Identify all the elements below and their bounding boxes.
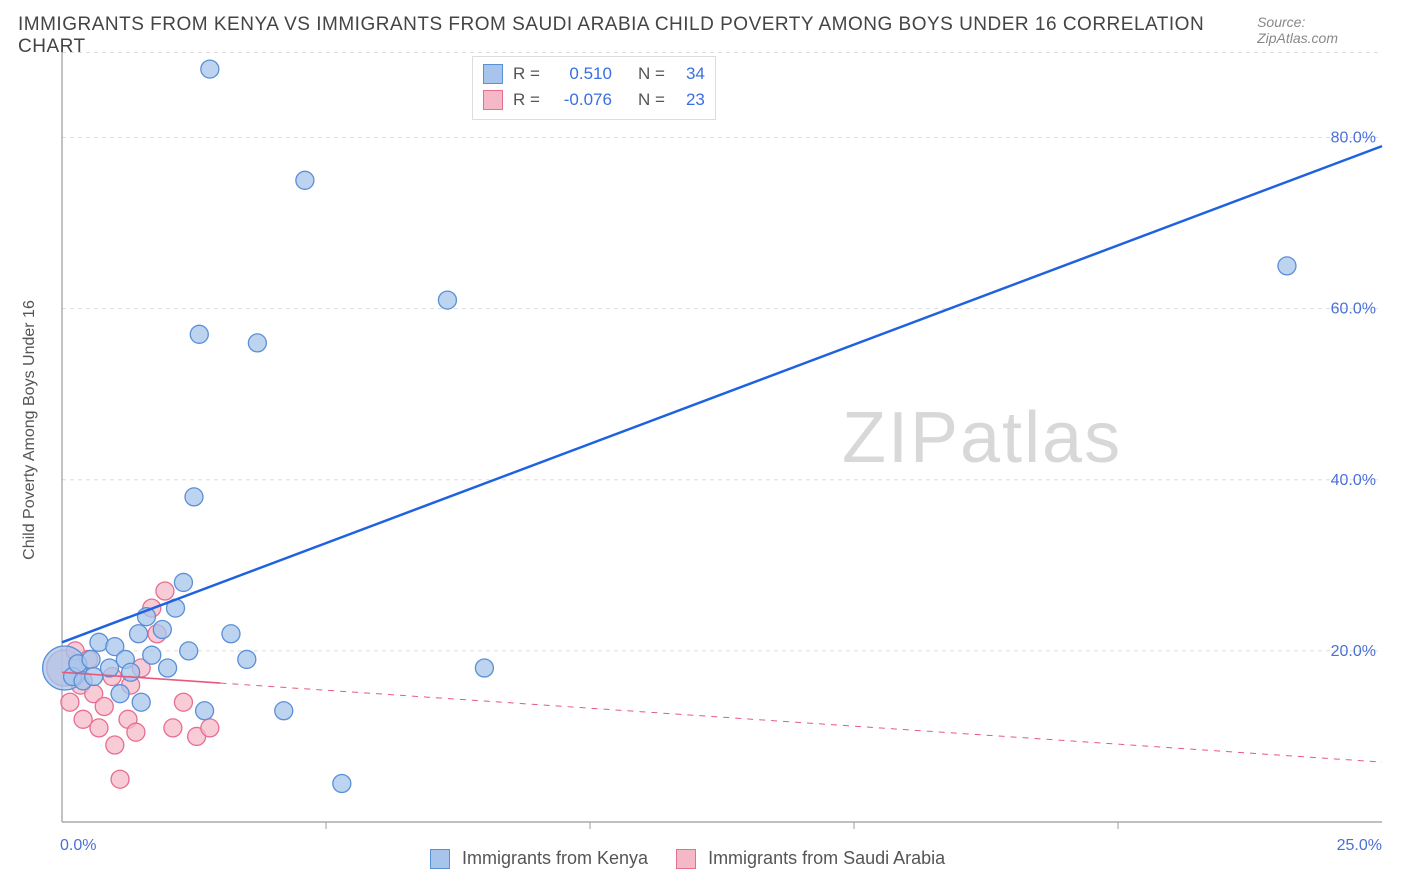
data-point-kenya	[153, 621, 171, 639]
x-tick-label: 25.0%	[1337, 837, 1382, 854]
data-point-kenya	[333, 775, 351, 793]
data-point-saudi	[174, 693, 192, 711]
bottom-legend: Immigrants from Kenya Immigrants from Sau…	[430, 848, 945, 869]
data-point-kenya	[248, 334, 266, 352]
data-point-kenya	[190, 325, 208, 343]
data-point-kenya	[1278, 257, 1296, 275]
swatch-kenya	[483, 64, 503, 84]
data-point-kenya	[222, 625, 240, 643]
n-value-saudi: 23	[671, 87, 705, 113]
y-tick-label: 80.0%	[1331, 130, 1376, 147]
data-point-kenya	[90, 633, 108, 651]
data-point-kenya	[132, 693, 150, 711]
data-point-saudi	[106, 736, 124, 754]
data-point-saudi	[201, 719, 219, 737]
data-point-saudi	[61, 693, 79, 711]
correlation-stats-box: R =0.510 N =34 R =-0.076 N =23	[472, 56, 716, 120]
legend-swatch-kenya	[430, 849, 450, 869]
data-point-kenya	[111, 685, 129, 703]
y-tick-label: 60.0%	[1331, 301, 1376, 318]
r-value-kenya: 0.510	[546, 61, 612, 87]
data-point-kenya	[238, 650, 256, 668]
data-point-kenya	[185, 488, 203, 506]
plot-area: 20.0%40.0%60.0%80.0%0.0%25.0% ZIPatlas R…	[62, 52, 1382, 822]
data-point-kenya	[275, 702, 293, 720]
legend-label-saudi: Immigrants from Saudi Arabia	[708, 848, 945, 869]
regression-line-dash-saudi	[220, 683, 1382, 762]
legend-label-kenya: Immigrants from Kenya	[462, 848, 648, 869]
data-point-kenya	[143, 646, 161, 664]
data-point-kenya	[174, 573, 192, 591]
n-value-kenya: 34	[671, 61, 705, 87]
data-point-saudi	[127, 723, 145, 741]
data-point-kenya	[196, 702, 214, 720]
data-point-kenya	[201, 60, 219, 78]
data-point-kenya	[475, 659, 493, 677]
data-point-saudi	[111, 770, 129, 788]
stat-row-kenya: R =0.510 N =34	[483, 61, 705, 87]
n-label: N =	[638, 61, 665, 87]
r-value-saudi: -0.076	[546, 87, 612, 113]
data-point-kenya	[85, 668, 103, 686]
y-tick-label: 20.0%	[1331, 643, 1376, 660]
legend-item-saudi: Immigrants from Saudi Arabia	[676, 848, 945, 869]
source-label: Source:	[1257, 14, 1305, 30]
source-value: ZipAtlas.com	[1257, 30, 1338, 46]
data-point-kenya	[122, 663, 140, 681]
y-tick-label: 40.0%	[1331, 472, 1376, 489]
data-point-saudi	[95, 698, 113, 716]
data-point-kenya	[296, 171, 314, 189]
data-point-kenya	[438, 291, 456, 309]
r-label: R =	[513, 87, 540, 113]
y-axis-label: Child Poverty Among Boys Under 16	[21, 300, 39, 560]
r-label: R =	[513, 61, 540, 87]
data-point-saudi	[164, 719, 182, 737]
data-point-kenya	[159, 659, 177, 677]
data-point-kenya	[180, 642, 198, 660]
chart-svg: 20.0% 40.0% 60.0% 80.0% 0.0% 25.0%	[62, 52, 1382, 862]
data-point-saudi	[156, 582, 174, 600]
source-attribution: Source: ZipAtlas.com	[1257, 14, 1388, 46]
legend-swatch-saudi	[676, 849, 696, 869]
regression-line-kenya	[62, 146, 1382, 642]
stat-row-saudi: R =-0.076 N =23	[483, 87, 705, 113]
legend-item-kenya: Immigrants from Kenya	[430, 848, 648, 869]
x-tick-label: 0.0%	[60, 837, 96, 854]
data-point-saudi	[90, 719, 108, 737]
data-point-kenya	[130, 625, 148, 643]
data-point-saudi	[74, 710, 92, 728]
n-label: N =	[638, 87, 665, 113]
swatch-saudi	[483, 90, 503, 110]
data-point-kenya	[82, 650, 100, 668]
